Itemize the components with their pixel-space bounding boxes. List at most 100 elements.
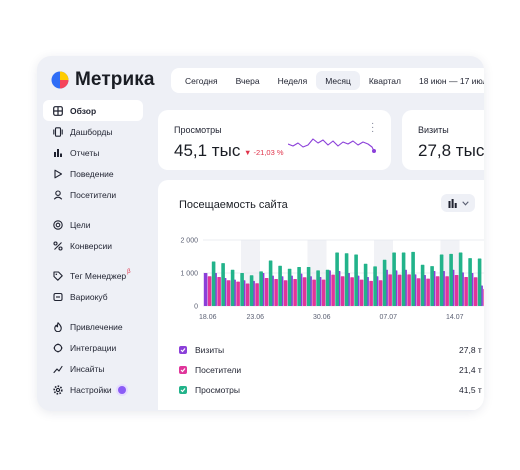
metric-card-visits[interactable]: Визиты 27,8 тыс [402,110,484,170]
bar-views [211,261,216,306]
sidebar-item-acquisition[interactable]: Привлечение [43,316,143,337]
bar-visitors [226,280,231,306]
bar-visitors [473,277,478,306]
sidebar-item-settings[interactable]: Настройки [43,379,143,400]
x-tick-label: 18.06 [199,314,217,321]
sidebar-item-label: Интеграции [70,342,117,353]
checkbox-checked-icon[interactable] [179,386,187,394]
legend-value: 21,4 т [459,365,482,375]
bar-visitors [407,274,411,306]
sidebar-item-label: Дашборды [70,126,113,137]
date-range-picker[interactable]: 18 июн — 17 июл [418,75,484,86]
bar-views [458,252,463,306]
bar-visitors [340,276,345,306]
tab-yesterday[interactable]: Вчера [235,75,260,86]
variocube-icon [52,291,63,302]
bar-views [392,252,396,306]
bar-visitors [321,279,326,306]
bar-visitors [245,283,250,306]
integrations-icon [52,342,63,353]
checkbox-checked-icon[interactable] [179,346,187,354]
metric-value: 27,8 тыс [418,141,484,160]
bar-views [230,269,235,306]
sidebar-item-label: Конверсии [70,240,112,251]
chart-type-selector[interactable] [441,194,475,212]
bar-views [278,265,282,306]
more-menu-icon[interactable]: · · · [371,118,375,137]
app-logo[interactable]: Метрика [51,69,155,91]
bar-visitors [236,281,240,306]
bar-views [325,269,330,306]
chart-legend: Визиты 27,8 т Посетители 21,4 т Просмотр… [179,340,484,400]
sidebar-item-variocube[interactable]: Вариокуб [43,286,143,307]
sidebar-divider [43,256,143,265]
bar-visitors [416,278,421,306]
bar-visitors [293,278,297,306]
legend-item-visits[interactable]: Визиты 27,8 т [179,340,484,360]
sidebar-divider [43,307,143,316]
sidebar-item-label: Цели [70,219,91,230]
checkbox-checked-icon[interactable] [179,366,187,374]
tab-month[interactable]: Месяц [316,71,360,90]
tab-week[interactable]: Неделя [277,75,308,86]
metric-label: Визиты [418,125,449,135]
app-window: Метрика Обзор Дашборды Отчеты Поведение [37,56,484,411]
bar-views [373,266,377,306]
bar-views [430,266,434,306]
flame-icon [52,321,63,332]
sidebar-item-insights[interactable]: Инсайты [43,358,143,379]
bar-views [468,258,472,306]
sidebar-item-behavior[interactable]: Поведение [43,163,143,184]
bar-views [335,252,339,306]
bar-views [306,267,311,306]
tag-icon [52,270,63,281]
insights-icon [52,363,63,374]
x-tick-label: 30.06 [313,314,331,321]
percent-icon [52,240,63,251]
sidebar-item-tag-manager[interactable]: Тег Менеджер β [43,265,143,286]
bar-views [221,263,225,306]
app-title: Метрика [75,69,155,90]
bar-visitors [369,280,373,306]
x-tick-label: 14.07 [446,314,464,321]
sidebar-item-overview[interactable]: Обзор [43,100,143,121]
bar-visitors [464,276,468,306]
bar-views [344,253,349,306]
sidebar-item-dashboards[interactable]: Дашборды [43,121,143,142]
sidebar-item-visitors[interactable]: Посетители [43,184,143,205]
legend-value: 41,5 т [459,385,482,395]
bar-visitors [350,277,354,306]
grid-icon [52,105,63,116]
bar-views [449,253,453,306]
dashboard-icon [52,126,63,137]
sidebar-item-label: Тег Менеджер [70,270,127,281]
metric-delta: ▼ -21,03 % [244,148,284,157]
metric-card-views[interactable]: Просмотры 45,1 тыс ▼ -21,03 % · · · [158,110,391,170]
target-icon [52,219,63,230]
metrika-logo-icon [51,71,69,89]
sidebar: Обзор Дашборды Отчеты Поведение Посетите… [43,100,143,400]
bar-chart-icon [448,198,457,208]
bar-visitors [388,274,392,306]
legend-item-views[interactable]: Просмотры 41,5 т [179,380,484,400]
beta-badge: β [127,268,131,275]
sidebar-item-conversions[interactable]: Конверсии [43,235,143,256]
bar-visitors [331,274,335,306]
sidebar-item-label: Вариокуб [70,291,108,302]
legend-item-visitors[interactable]: Посетители 21,4 т [179,360,484,380]
sidebar-item-integrations[interactable]: Интеграции [43,337,143,358]
y-tick-label: 1 000 [180,271,198,278]
bar-visitors [483,288,484,306]
tab-quarter[interactable]: Квартал [368,75,401,86]
tab-today[interactable]: Сегодня [185,75,218,86]
sidebar-item-label: Отчеты [70,147,100,158]
chevron-down-icon [461,200,469,206]
bar-visits [203,273,208,306]
sidebar-item-goals[interactable]: Цели [43,214,143,235]
bar-views [259,271,263,306]
bar-visitors [312,279,316,306]
traffic-chart-card: Посещаемость сайта 2 000 1 000 0 18.06 23.06… [158,180,484,410]
bar-views [287,268,292,306]
sidebar-item-reports[interactable]: Отчеты [43,142,143,163]
sidebar-item-label: Посетители [70,189,117,200]
